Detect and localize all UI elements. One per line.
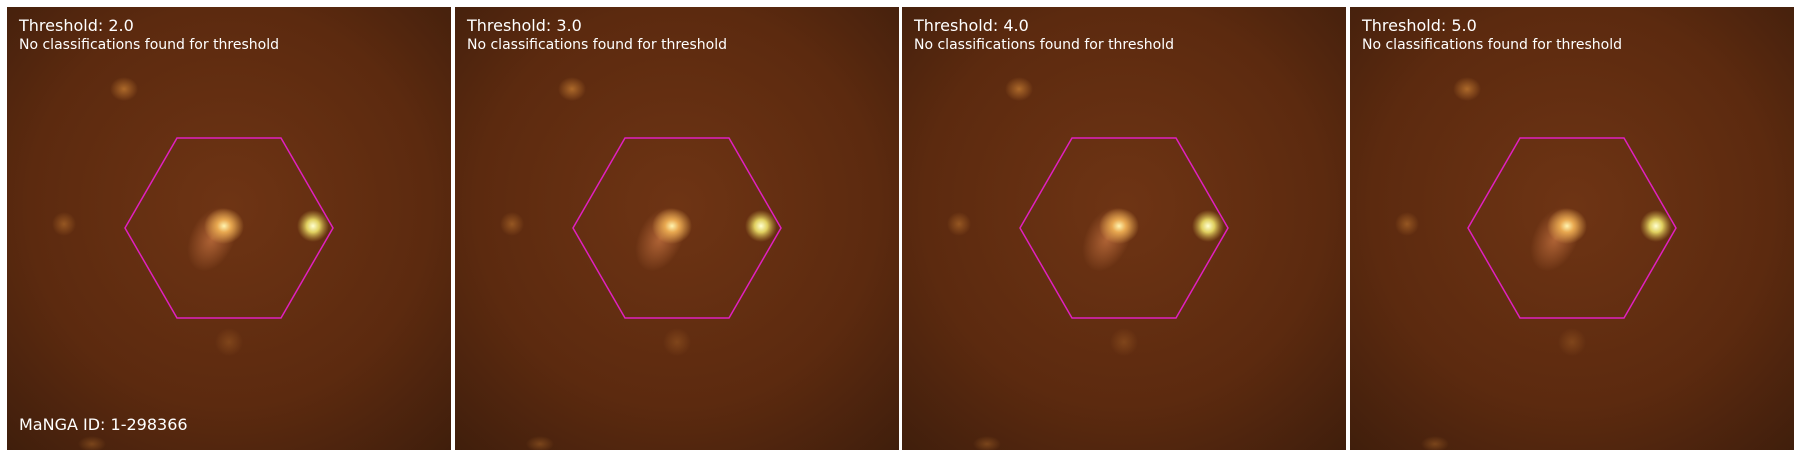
panel-threshold-2: Threshold: 2.0 No classifications found …: [7, 7, 451, 450]
galaxy-image: [7, 7, 451, 450]
panel-threshold-5: Threshold: 5.0 No classifications found …: [1350, 7, 1794, 450]
panel-threshold-3: Threshold: 3.0 No classifications found …: [455, 7, 899, 450]
hexagon-overlay: [1019, 137, 1229, 319]
hexagon-overlay: [124, 137, 334, 319]
threshold-label: Threshold: 2.0: [19, 16, 134, 35]
status-message: No classifications found for threshold: [19, 37, 279, 53]
status-message: No classifications found for threshold: [1362, 37, 1622, 53]
galaxy-image: [902, 7, 1346, 450]
status-message: No classifications found for threshold: [467, 37, 727, 53]
hexagon-overlay: [1467, 137, 1677, 319]
threshold-label: Threshold: 5.0: [1362, 16, 1477, 35]
manga-id-label: MaNGA ID: 1-298366: [19, 415, 188, 434]
hexagon-overlay: [572, 137, 782, 319]
threshold-label: Threshold: 4.0: [914, 16, 1029, 35]
threshold-label: Threshold: 3.0: [467, 16, 582, 35]
panel-threshold-4: Threshold: 4.0 No classifications found …: [902, 7, 1346, 450]
galaxy-image: [1350, 7, 1794, 450]
galaxy-image: [455, 7, 899, 450]
status-message: No classifications found for threshold: [914, 37, 1174, 53]
